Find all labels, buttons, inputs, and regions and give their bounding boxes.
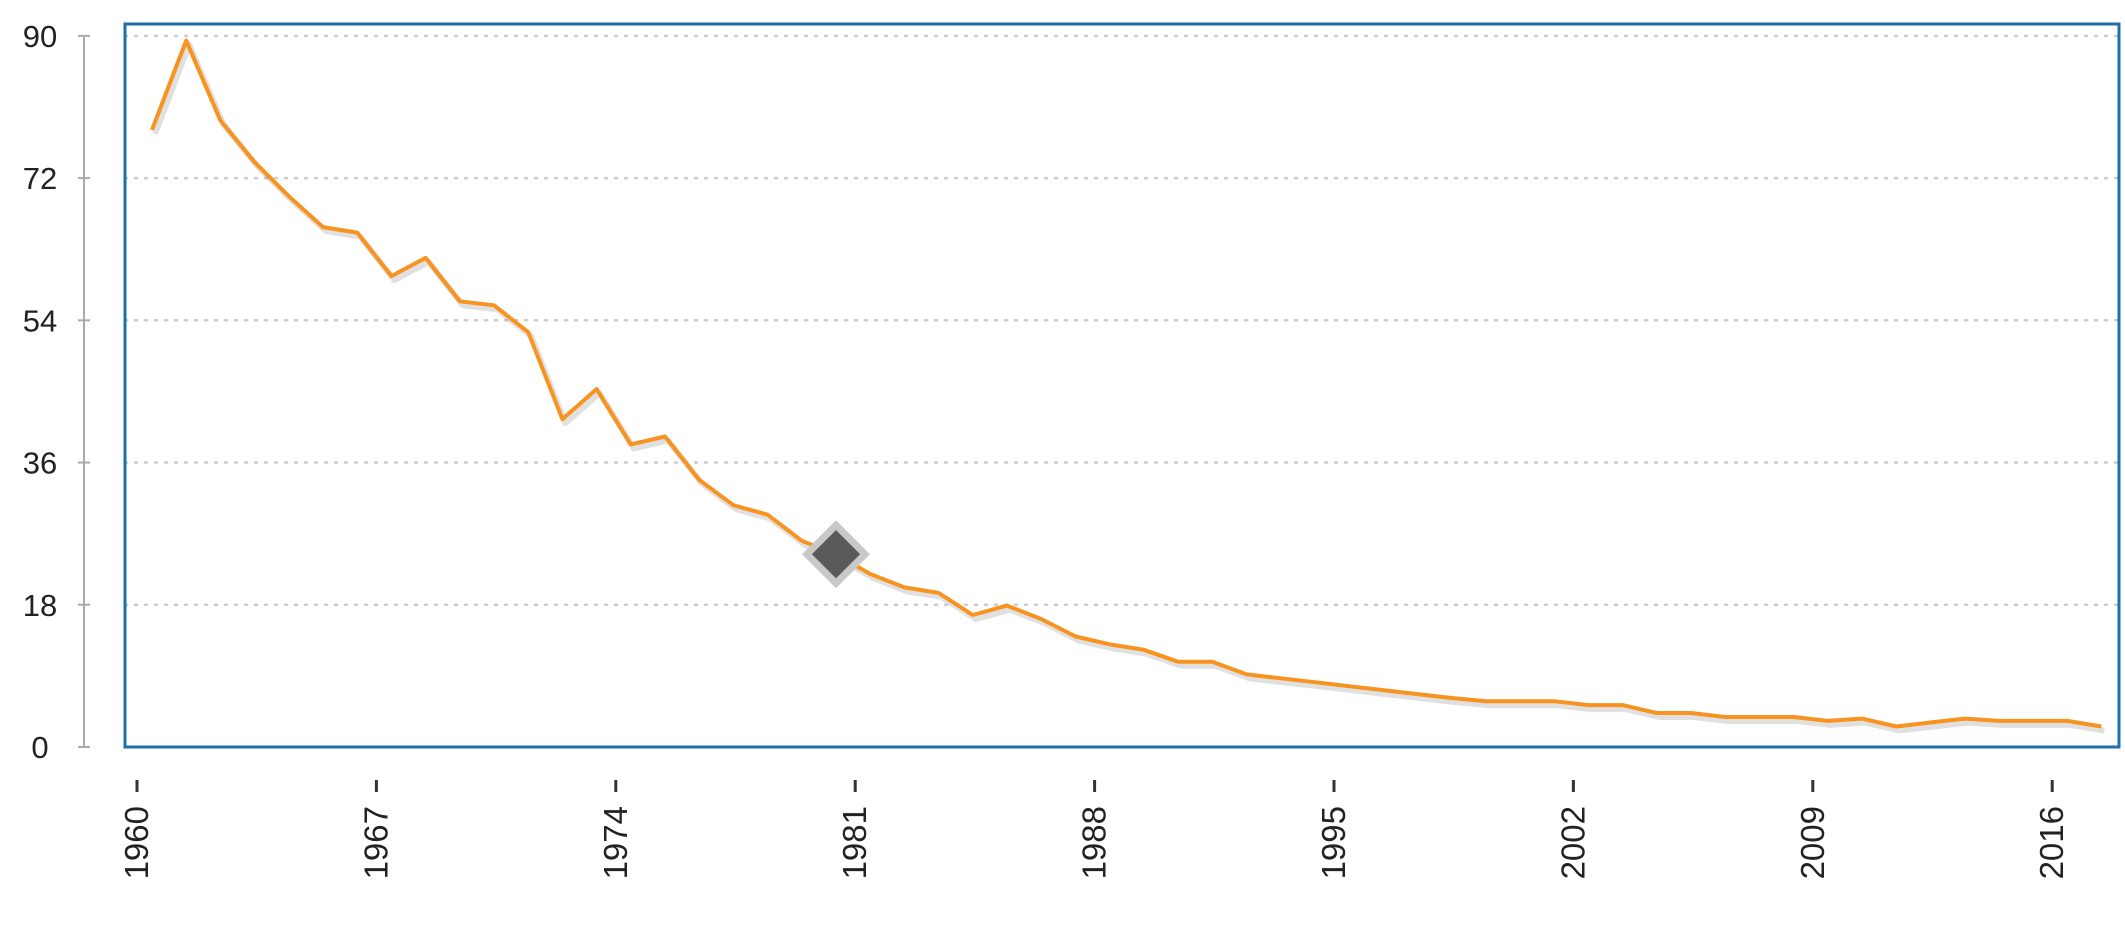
x-tick-label: 1995 [1315,806,1352,879]
y-tick-label: 0 [31,730,48,765]
line-series [150,38,2102,729]
x-tick-label: 1967 [357,806,394,879]
y-tick-label: 36 [23,446,57,481]
x-tick-label: 2002 [1554,806,1591,879]
y-tick-label: 54 [23,303,57,338]
x-tick-label: 1981 [836,806,873,879]
x-tick-label: 1974 [597,806,634,879]
x-tick-label: 1960 [118,806,155,879]
y-tick-label: 18 [23,588,57,623]
hover-marker [802,520,870,589]
line-shadow [152,41,2105,734]
y-tick-label: 72 [23,161,57,196]
x-tick-label: 2009 [1794,806,1831,879]
plot-border [123,22,2121,749]
x-tick-label: 1988 [1076,806,1113,879]
y-tick-label: 90 [23,19,57,54]
x-tick-label: 2016 [2033,806,2070,879]
